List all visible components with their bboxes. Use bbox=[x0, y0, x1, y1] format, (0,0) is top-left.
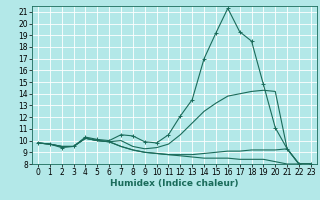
X-axis label: Humidex (Indice chaleur): Humidex (Indice chaleur) bbox=[110, 179, 239, 188]
